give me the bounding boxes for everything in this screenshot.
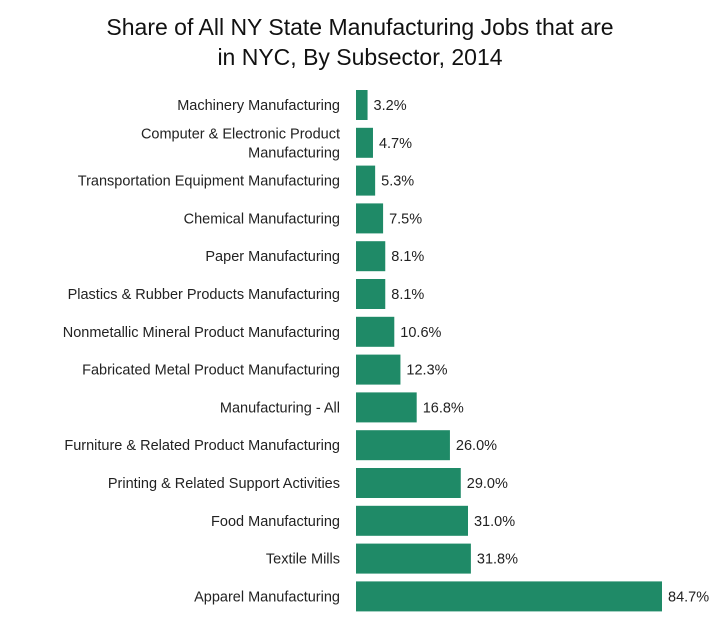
category-label-line: Food Manufacturing (211, 514, 340, 530)
category-label: Paper Manufacturing (205, 249, 340, 265)
bar (356, 165, 376, 196)
category-label-line: Machinery Manufacturing (177, 98, 340, 114)
bar (356, 543, 471, 574)
bar (356, 90, 368, 120)
chart-title-line-2: in NYC, By Subsector, 2014 (217, 44, 503, 70)
category-label-line: Paper Manufacturing (205, 249, 340, 265)
category-label: Furniture & Related Product Manufacturin… (64, 438, 340, 454)
bar (356, 354, 401, 385)
bar (356, 581, 662, 612)
value-label: 10.6% (400, 325, 441, 341)
chart-title-line-1: Share of All NY State Manufacturing Jobs… (106, 14, 614, 40)
value-label: 3.2% (374, 98, 407, 114)
category-label: Computer & Electronic Product Manufacturi… (141, 126, 340, 161)
value-label: 31.0% (474, 514, 515, 530)
category-label-line: Chemical Manufacturing (184, 211, 340, 227)
value-label: 84.7% (668, 589, 709, 605)
category-label-line: Furniture & Related Product Manufacturin… (64, 438, 340, 454)
bar (356, 279, 386, 309)
category-label-line: Fabricated Metal Product Manufacturing (82, 363, 340, 379)
category-label: Food Manufacturing (211, 514, 340, 530)
category-label-line: Computer & Electronic Product (141, 126, 340, 142)
value-label: 12.3% (406, 363, 447, 379)
value-label: 29.0% (467, 476, 508, 492)
bar (356, 127, 373, 158)
bar (356, 392, 417, 423)
value-label: 4.7% (379, 136, 412, 152)
category-label: Nonmetallic Mineral Product Manufacturin… (63, 325, 340, 341)
bar (356, 468, 461, 498)
category-label: Printing & Related Support Activities (108, 476, 340, 492)
bar (356, 316, 395, 347)
category-label-line: Apparel Manufacturing (194, 589, 340, 605)
bar (356, 241, 386, 272)
category-label: Fabricated Metal Product Manufacturing (82, 363, 340, 379)
category-label-line: Manufacturing - All (220, 400, 340, 416)
value-label: 16.8% (423, 400, 464, 416)
value-label: 5.3% (381, 174, 414, 190)
value-label: 8.1% (391, 249, 424, 265)
category-label: Transportation Equipment Manufacturing (78, 174, 340, 190)
category-label: Chemical Manufacturing (184, 211, 340, 227)
category-label-line: Plastics & Rubber Products Manufacturing (68, 287, 340, 303)
bar (356, 203, 384, 234)
category-label: Manufacturing - All (220, 400, 340, 416)
value-label: 8.1% (391, 287, 424, 303)
chart-title: Share of All NY State Manufacturing Jobs… (0, 12, 720, 72)
bar (356, 430, 450, 461)
category-label-line: Transportation Equipment Manufacturing (78, 174, 340, 190)
category-label-line: Textile Mills (266, 552, 340, 568)
category-label: Apparel Manufacturing (194, 589, 340, 605)
category-label: Machinery Manufacturing (177, 98, 340, 114)
category-label-line: Printing & Related Support Activities (108, 476, 340, 492)
category-label: Plastics & Rubber Products Manufacturing (68, 287, 340, 303)
category-label-line: Nonmetallic Mineral Product Manufacturin… (63, 325, 340, 341)
bar (356, 505, 468, 536)
category-label-line: Manufacturing (248, 145, 340, 161)
category-label: Textile Mills (266, 552, 340, 568)
value-label: 26.0% (456, 438, 497, 454)
value-label: 31.8% (477, 552, 518, 568)
value-label: 7.5% (389, 211, 422, 227)
